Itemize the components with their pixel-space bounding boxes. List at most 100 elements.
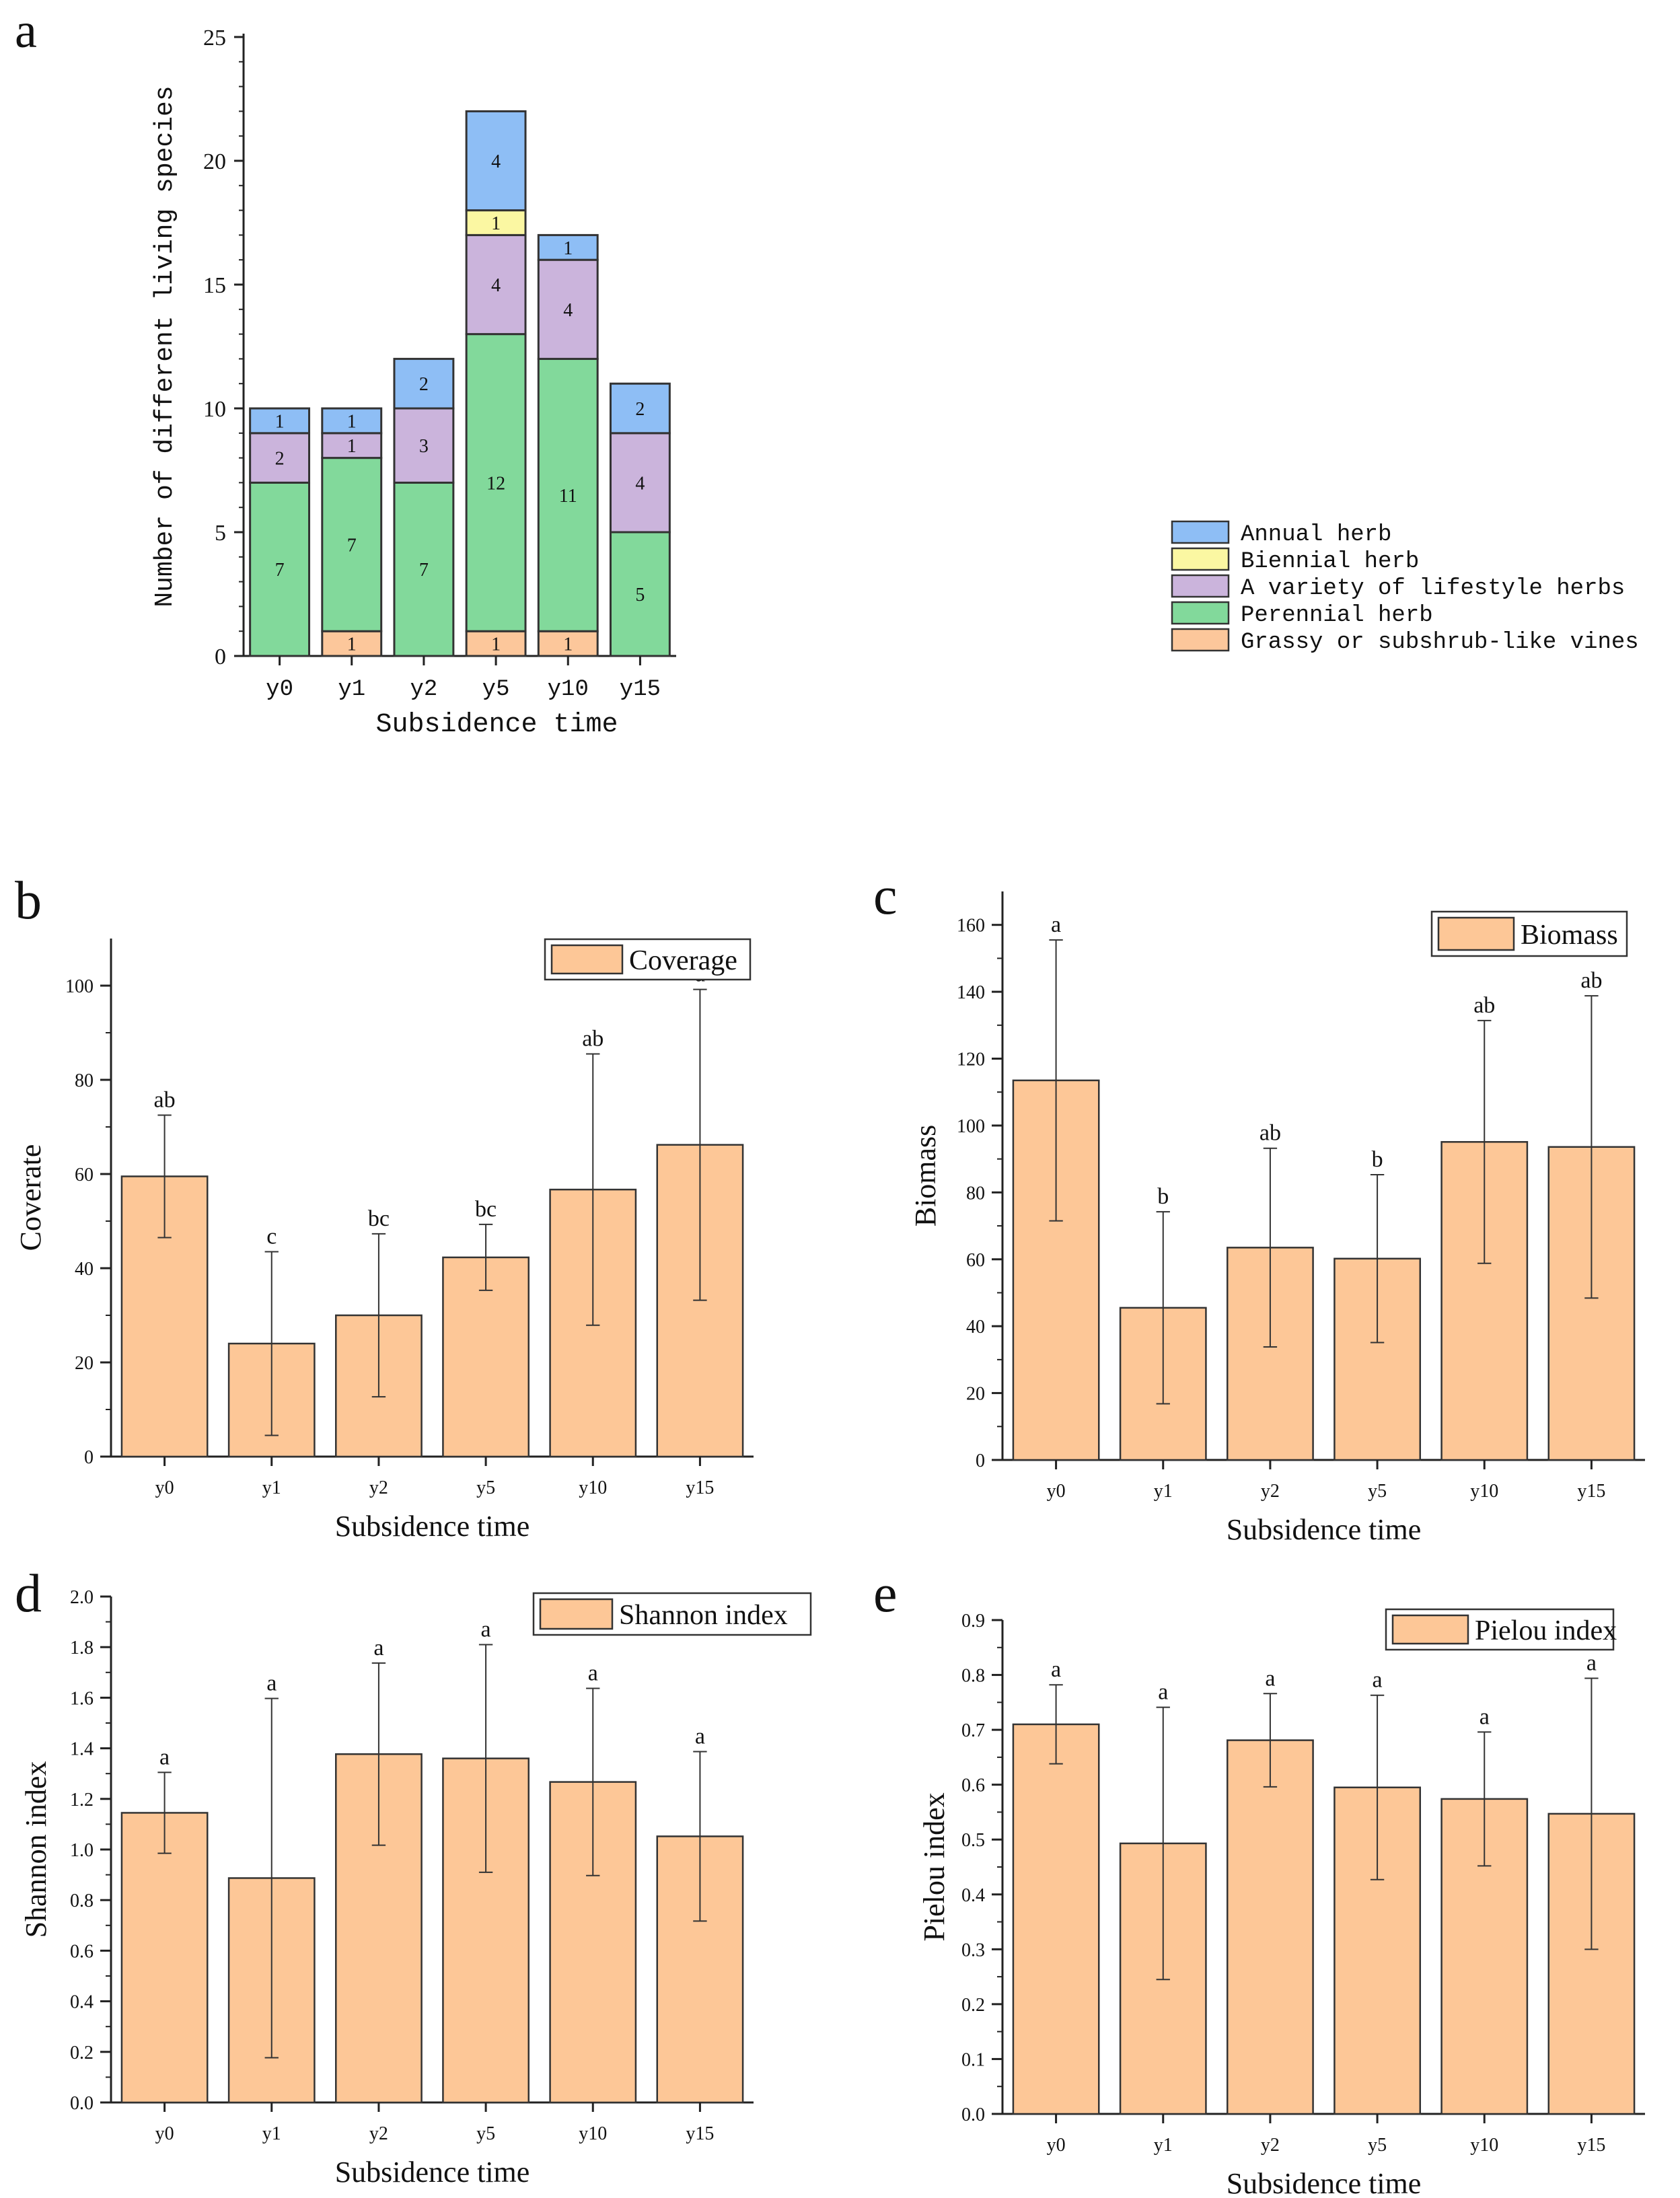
significance-letter: a <box>1051 912 1061 937</box>
x-tick-label: y2 <box>369 1477 388 1498</box>
y-tick-label: 0.0 <box>961 2104 985 2125</box>
stack-segment <box>465 233 527 336</box>
legend-entry: A variety of lifestyle herbs <box>1241 576 1625 601</box>
significance-letter: a <box>695 1724 705 1749</box>
significance-letter: a <box>1480 1704 1490 1729</box>
x-tick-label: y10 <box>1470 1481 1498 1502</box>
y-tick-label: 40 <box>966 1317 985 1338</box>
y-tick-label: 20 <box>75 1353 94 1374</box>
segment-value-label: 1 <box>347 436 357 457</box>
y-tick-label: 40 <box>75 1259 94 1280</box>
x-tick-label: y15 <box>1577 1481 1605 1502</box>
segment-value-label: 7 <box>275 560 285 581</box>
y-tick-label: 0.9 <box>961 1611 985 1632</box>
y-tick-label: 0.6 <box>70 1941 94 1962</box>
segment-value-label: 4 <box>635 473 645 494</box>
stack-segment <box>537 357 599 632</box>
segment-value-label: 4 <box>491 275 501 296</box>
y-tick-label: 15 <box>203 273 226 298</box>
y-axis-title: Pielou index <box>918 1792 951 1941</box>
legend-swatch <box>1391 1614 1469 1645</box>
segment-value-label: 7 <box>419 560 429 581</box>
stack-segment <box>321 407 383 435</box>
significance-letter: bc <box>368 1206 390 1231</box>
y-axis-title: Shannon index <box>20 1761 52 1938</box>
y-tick-label: 0.4 <box>961 1885 985 1906</box>
x-tick-label: y5 <box>1368 2135 1387 2156</box>
y-tick-label: 0.3 <box>961 1940 985 1961</box>
y-tick-label: 0.2 <box>70 2043 94 2063</box>
significance-letter: b <box>1157 1184 1169 1209</box>
segment-value-label: 1 <box>275 411 285 432</box>
bar <box>1227 1739 1314 2115</box>
segment-value-label: 4 <box>491 151 501 172</box>
stack-segment <box>249 407 311 435</box>
panel-e-label: e <box>873 1564 898 1623</box>
segment-value-label: 2 <box>635 399 645 420</box>
segment-value-label: 5 <box>635 585 645 606</box>
significance-letter: bc <box>475 1197 497 1222</box>
y-tick-label: 100 <box>65 976 94 997</box>
y-axis-title: Coverate <box>14 1144 47 1251</box>
x-tick-label: y0 <box>266 677 293 702</box>
y-axis-title: Biomass <box>909 1125 942 1227</box>
y-tick-label: 0.2 <box>961 1995 985 2016</box>
panel-a-label: a <box>15 3 37 59</box>
y-tick-label: 5 <box>215 521 226 546</box>
y-tick-label: 0.8 <box>961 1666 985 1687</box>
segment-value-label: 7 <box>347 535 357 556</box>
legend-entry: Shannon index <box>619 1600 788 1631</box>
segment-value-label: 1 <box>347 411 357 432</box>
legend-entry: Biennial herb <box>1241 549 1419 575</box>
x-axis-title: Subsidence time <box>335 2156 530 2189</box>
stack-segment <box>393 407 455 484</box>
segment-value-label: 2 <box>275 449 285 470</box>
x-tick-label: y0 <box>1047 1481 1066 1502</box>
y-tick-label: 140 <box>957 982 985 1003</box>
y-tick-label: 60 <box>75 1165 94 1185</box>
legend-entry: Perennial herb <box>1241 603 1433 628</box>
y-tick-label: 1.4 <box>70 1739 94 1760</box>
segment-value-label: 12 <box>486 473 505 494</box>
y-tick-label: 60 <box>966 1250 985 1271</box>
y-axis-title: Number of different living species <box>151 85 180 607</box>
panel-d-label: d <box>15 1564 42 1623</box>
x-axis-title: Subsidence time <box>375 710 618 740</box>
stack-segment <box>393 357 455 410</box>
y-tick-label: 1.2 <box>70 1790 94 1810</box>
x-tick-label: y1 <box>1154 2135 1173 2156</box>
stack-segment <box>609 432 671 534</box>
significance-letter: a <box>481 1617 491 1642</box>
x-tick-label: y15 <box>686 1477 714 1498</box>
segment-value-label: 1 <box>347 634 357 655</box>
x-tick-label: y15 <box>686 2123 714 2144</box>
y-tick-label: 0.0 <box>70 2093 94 2114</box>
x-tick-label: y5 <box>476 2123 495 2144</box>
legend-swatch <box>539 1598 614 1630</box>
x-tick-label: y2 <box>1261 2135 1280 2156</box>
x-tick-label: y1 <box>262 1477 281 1498</box>
stack-segment <box>321 457 383 632</box>
significance-letter: ab <box>1580 968 1602 993</box>
x-tick-label: y15 <box>620 677 661 702</box>
x-axis-title: Subsidence time <box>1227 2167 1422 2198</box>
legend-entry: Annual herb <box>1241 522 1391 548</box>
significance-letter: a <box>1586 1650 1597 1675</box>
panel-d-shannon-chart: d 0.0 0.2 0.4 0.6 0.8 1.0 1.2 1.4 1.6 1.8 2.0 a y0 a y1… <box>15 1564 812 2189</box>
panel-e-pielou-chart: e 0.0 0.1 0.2 0.3 0.4 0.5 0.6 0.7 0.8 0.9 a y0 a y1 a y2… <box>873 1564 1645 2198</box>
x-tick-label: y5 <box>476 1477 495 1498</box>
significance-letter: ab <box>582 1027 604 1052</box>
legend-swatch <box>1171 547 1230 571</box>
y-tick-label: 0 <box>976 1451 985 1471</box>
x-axis-title: Subsidence time <box>1227 1513 1422 1546</box>
significance-letter: ab <box>1259 1121 1281 1146</box>
significance-letter: a <box>266 1671 277 1696</box>
significance-letter: ab <box>154 1088 176 1113</box>
segment-value-label: 2 <box>419 374 429 395</box>
significance-letter: a <box>1373 1668 1383 1693</box>
significance-letter: a <box>159 1745 170 1769</box>
y-tick-label: 0.8 <box>70 1891 94 1911</box>
y-tick-label: 80 <box>75 1070 94 1091</box>
x-tick-label: y1 <box>262 2123 281 2144</box>
